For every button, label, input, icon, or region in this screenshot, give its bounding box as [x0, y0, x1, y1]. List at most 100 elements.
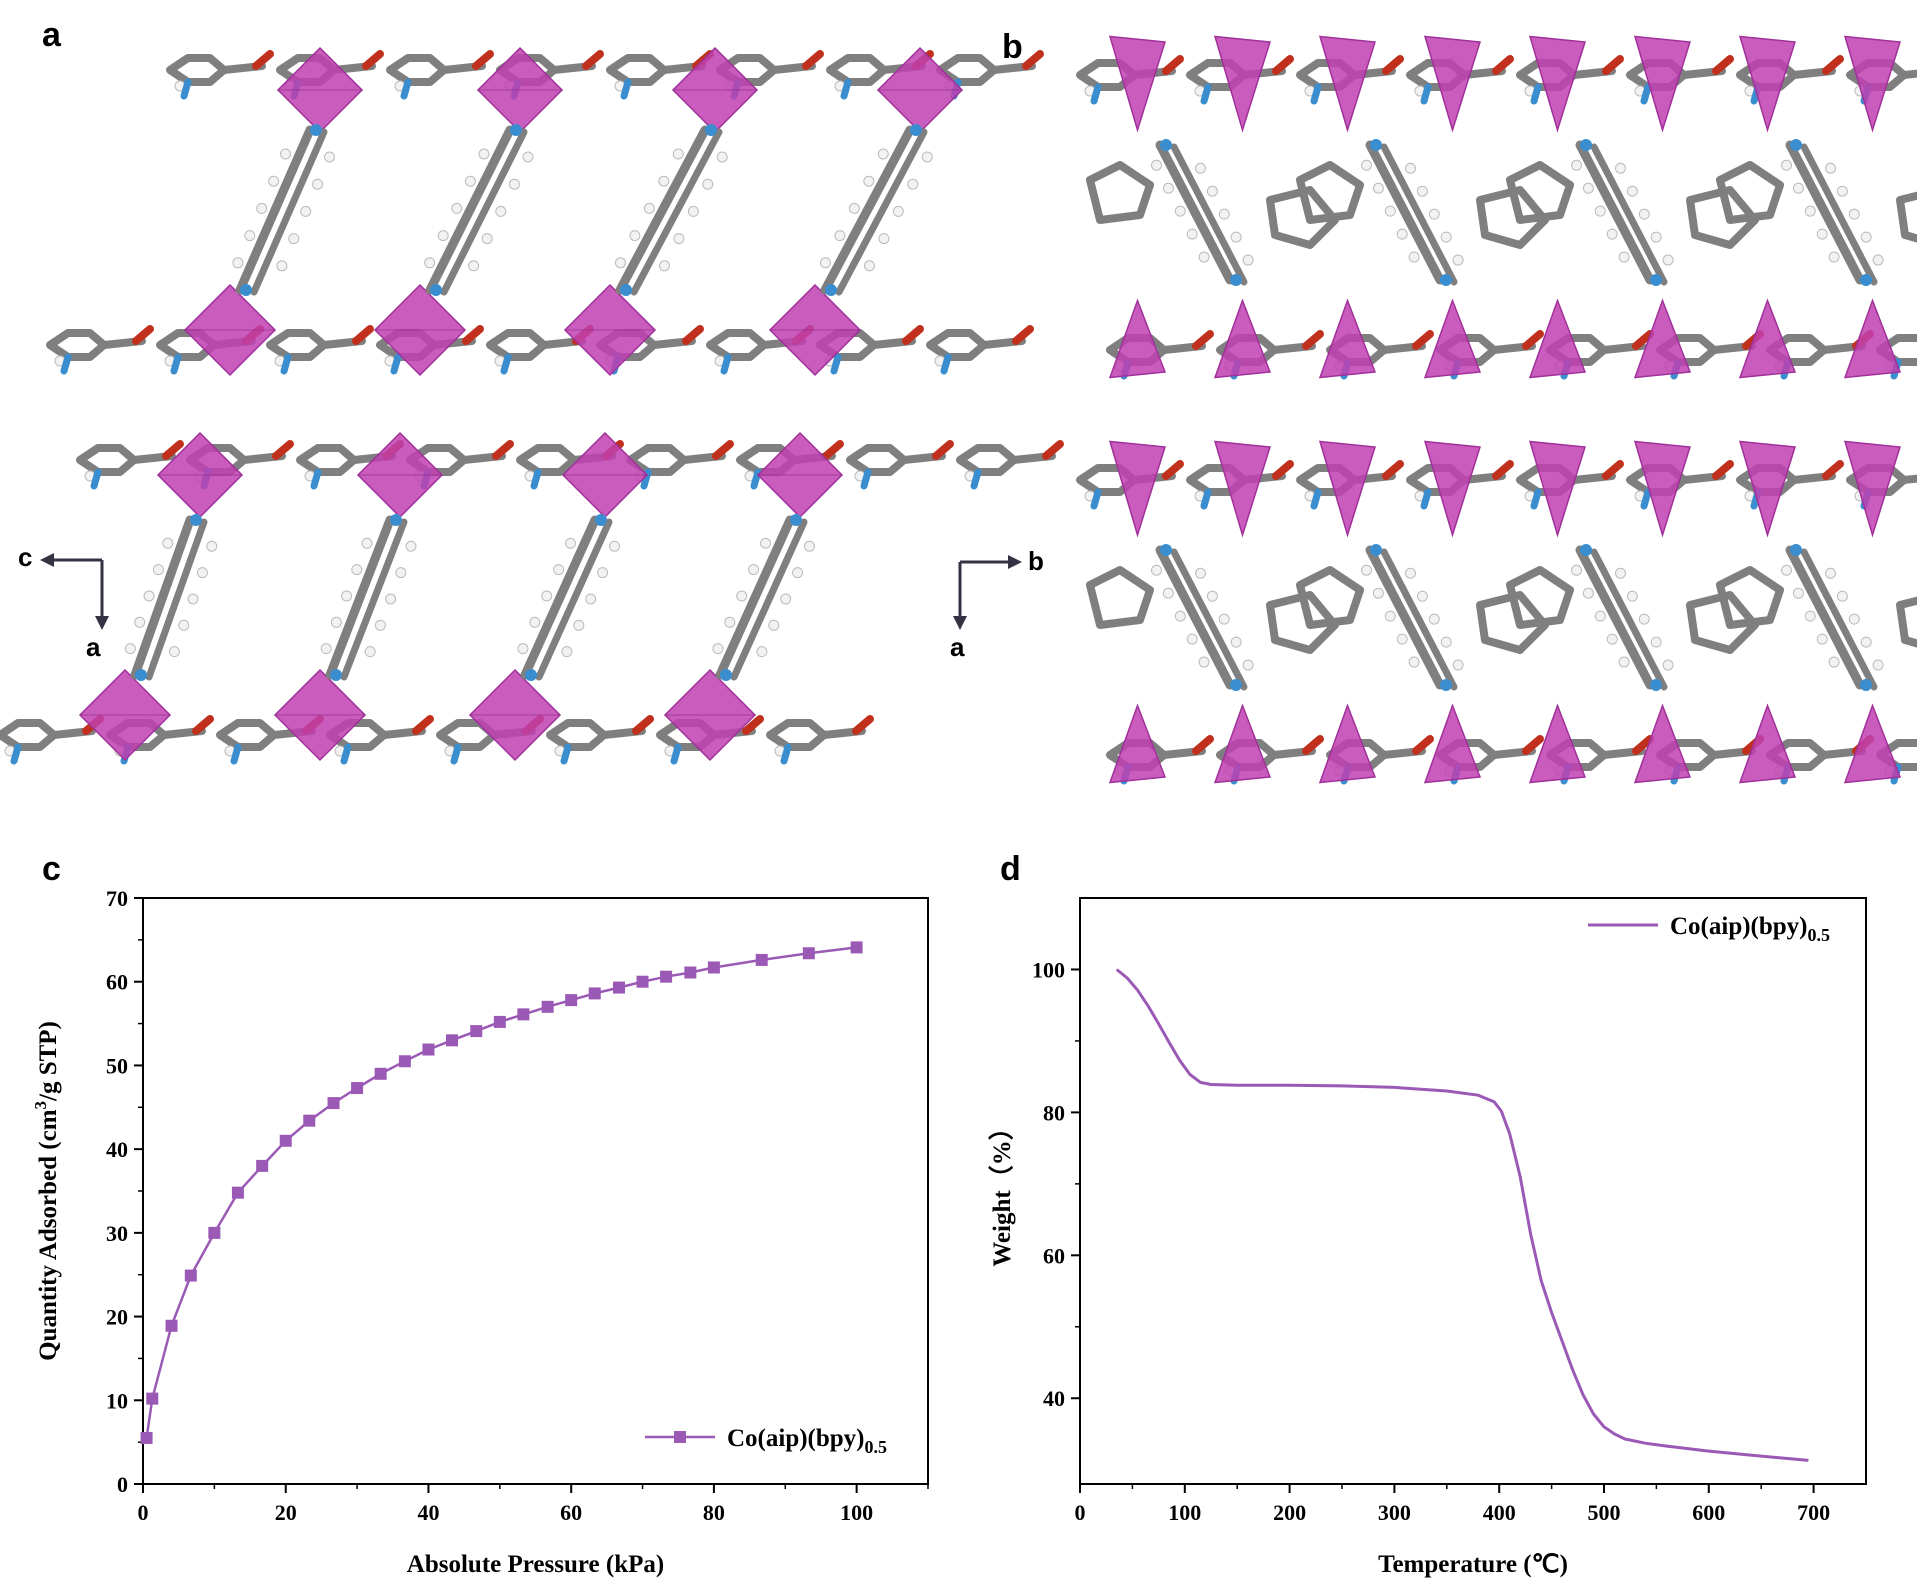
bipyridine-bond	[159, 596, 180, 642]
bipyridine-bond	[750, 554, 777, 602]
hydrogen-atom	[1638, 613, 1650, 625]
hydrogen-atom	[1860, 231, 1872, 243]
bipyridine-bond	[878, 168, 907, 216]
bipyridine-bond	[553, 596, 578, 642]
nitrogen-bond	[280, 353, 292, 375]
cobalt-polyhedron	[1213, 703, 1272, 784]
bipyridine-bond	[250, 248, 275, 296]
hydrogen-atom	[405, 540, 417, 552]
bipyridine-bond	[856, 208, 885, 256]
hydrogen-atom	[206, 540, 218, 552]
bipyridine-bond	[1590, 548, 1615, 590]
benzene-ring	[46, 329, 108, 361]
data-point	[446, 1034, 459, 1047]
y-tick-label: 30	[106, 1221, 128, 1246]
hydrogen-atom	[1195, 567, 1206, 579]
hydrogen-atom	[863, 175, 875, 187]
data-point	[208, 1226, 221, 1239]
bipyridine-bond	[445, 205, 475, 255]
nitrogen-bond	[390, 353, 402, 375]
panel-b-axis-label-vertical: a	[950, 632, 965, 662]
bipyridine-bond	[1173, 579, 1200, 622]
hydrogen-atom	[748, 564, 760, 576]
bipyridine-bond	[268, 208, 293, 256]
bipyridine-bond	[1418, 646, 1445, 690]
hydrogen-atom	[152, 564, 164, 576]
bipyridine-bond	[370, 515, 395, 564]
hydrogen-atom	[629, 230, 641, 242]
panel-a-crystal-structure: a c a	[0, 16, 1064, 765]
nitrogen-bond	[750, 468, 762, 490]
hydrogen-atom	[464, 175, 476, 187]
bipyridine-bond	[1818, 582, 1843, 623]
hydrogen-atom	[1416, 185, 1428, 197]
oxygen-bond	[1192, 735, 1214, 755]
hydrogen-atom	[1198, 656, 1210, 668]
hydrogen-atom	[481, 233, 493, 245]
cobalt-polyhedron	[1423, 703, 1482, 784]
x-tick-label: 40	[417, 1500, 439, 1525]
nitrogen-atom	[910, 124, 922, 136]
oxygen-bond	[1632, 735, 1654, 755]
hydrogen-atom	[1242, 254, 1254, 266]
hydrogen-atom	[834, 230, 846, 242]
hydrogen-atom	[1848, 208, 1860, 220]
cobalt-polyhedron	[1633, 298, 1692, 379]
panel-d-series	[1115, 968, 1809, 1462]
oxygen-bond	[1302, 330, 1324, 350]
oxygen-bond	[932, 440, 954, 460]
data-point	[256, 1159, 269, 1172]
hydrogen-atom	[256, 202, 268, 214]
pyridine-ring	[1296, 566, 1364, 629]
bipyridine-bond	[673, 168, 702, 216]
hydrogen-atom	[1186, 633, 1198, 645]
hydrogen-atom	[330, 616, 342, 628]
bipyridine-bond	[425, 245, 455, 295]
bipyridine-bond	[1820, 208, 1847, 251]
benzene-ring	[386, 54, 448, 86]
nitrogen-bond	[1310, 83, 1322, 105]
bipyridine-bond	[1365, 140, 1392, 184]
bipyridine-bond	[235, 245, 262, 295]
panel-a-axis-label-horizontal: c	[18, 542, 32, 572]
pyridine-ring	[1896, 596, 1917, 648]
hydrogen-atom	[921, 151, 933, 163]
pyridine-ring	[1716, 566, 1784, 629]
hydrogen-atom	[280, 148, 291, 160]
bipyridine-bond	[288, 125, 315, 175]
cobalt-polyhedron	[1108, 35, 1166, 133]
bipyridine-bond	[651, 208, 680, 256]
cobalt-polyhedron	[1423, 440, 1481, 538]
nitrogen-atom	[620, 284, 632, 296]
benzene-ring	[166, 54, 228, 86]
hydrogen-atom	[553, 564, 565, 576]
hydrogen-atom	[1206, 185, 1218, 197]
bipyridine-bond	[1380, 143, 1405, 185]
bipyridine-bond	[615, 245, 646, 295]
hydrogen-atom	[1372, 182, 1384, 194]
oxygen-bond	[1302, 735, 1324, 755]
nitrogen-atom	[1160, 139, 1172, 151]
panel-d-letter: d	[1000, 850, 1021, 888]
hydrogen-atom	[1372, 587, 1384, 599]
hydrogen-atom	[658, 175, 670, 187]
bipyridine-bond	[520, 631, 547, 680]
data-point	[541, 1000, 554, 1013]
bipyridine-bond	[1628, 646, 1655, 690]
oxygen-bond	[852, 715, 874, 735]
oxygen-bond	[1632, 330, 1654, 350]
data-point	[374, 1067, 387, 1080]
cobalt-polyhedron	[1528, 703, 1587, 784]
data-point	[588, 987, 601, 1000]
oxygen-bond	[162, 440, 184, 460]
bipyridine-bond	[1383, 174, 1410, 217]
benzene-ring	[826, 54, 888, 86]
bipyridine-bond	[1643, 649, 1668, 691]
plot-frame	[142, 897, 929, 1485]
x-tick-label: 200	[1273, 1500, 1306, 1525]
pyridine-ring	[1506, 566, 1574, 629]
bipyridine-bond	[1223, 244, 1248, 286]
oxygen-bond	[1162, 460, 1184, 480]
bipyridine-bond	[1170, 548, 1195, 590]
hydrogen-atom	[819, 257, 831, 269]
